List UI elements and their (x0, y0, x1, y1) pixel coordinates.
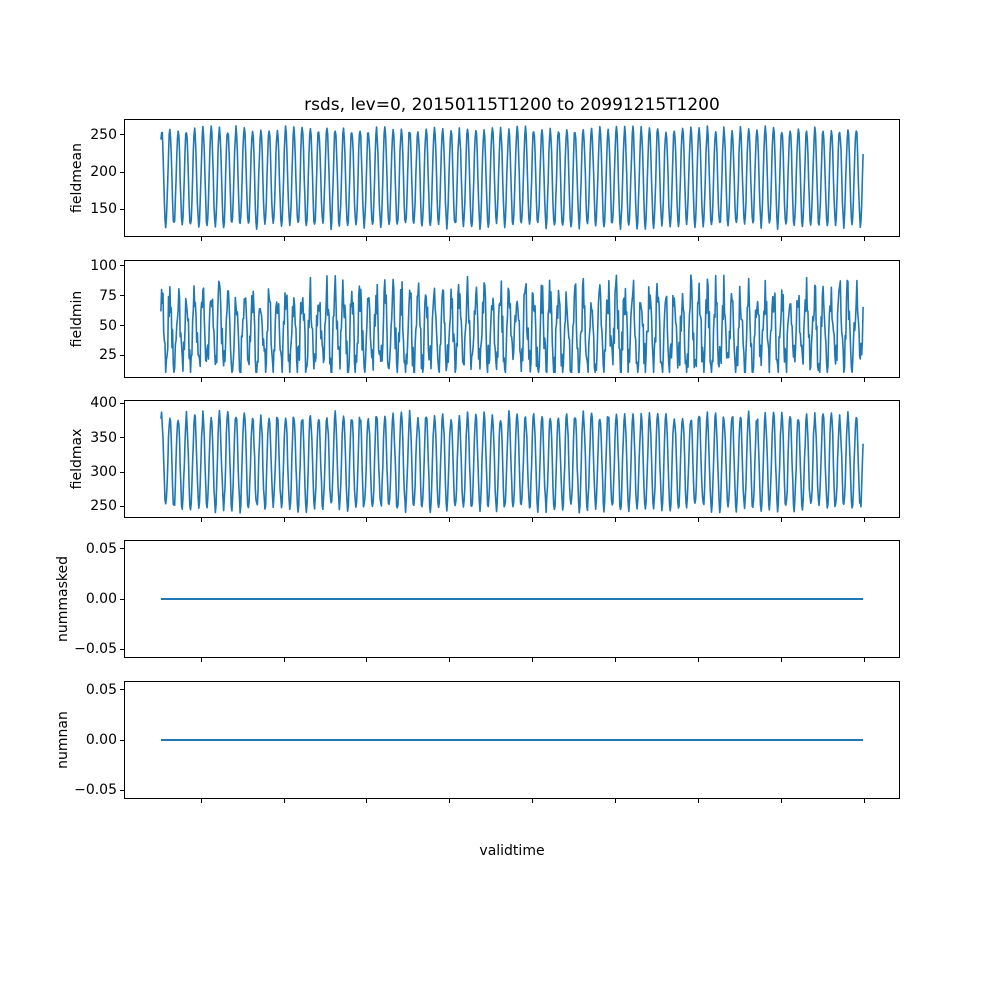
y-tick-mark (120, 265, 124, 267)
series-line-fieldmin (160, 274, 864, 374)
x-tick-mark (532, 658, 534, 662)
axes-nummasked (124, 540, 900, 658)
x-tick-mark (283, 658, 285, 662)
y-tick-label: 0.05 (85, 681, 117, 698)
x-tick-mark (532, 237, 534, 241)
x-tick-mark (780, 799, 782, 803)
x-tick-mark (615, 518, 617, 522)
x-tick-mark (863, 237, 865, 241)
x-tick-mark (532, 799, 534, 803)
y-tick-mark (120, 171, 124, 173)
plot-area-fieldmax (160, 409, 864, 514)
y-tick-label: 0.00 (85, 591, 117, 607)
x-tick-mark (780, 658, 782, 662)
axes-fieldmean (124, 119, 900, 237)
y-tick-mark (120, 208, 124, 210)
y-tick-label: 350 (90, 429, 117, 446)
x-tick-mark (200, 237, 202, 241)
x-tick-mark (615, 658, 617, 662)
x-tick-mark (283, 237, 285, 241)
x-tick-mark (200, 378, 202, 382)
y-tick-mark (120, 402, 124, 404)
y-tick-label: 250 (90, 498, 117, 515)
figure-title: rsds, lev=0, 20150115T1200 to 20991215T1… (304, 95, 720, 115)
axes-fieldmin (124, 260, 900, 378)
y-tick-mark (120, 598, 124, 600)
x-tick-mark (698, 799, 700, 803)
x-tick-mark (863, 658, 865, 662)
x-tick-mark (615, 799, 617, 803)
series-line-fieldmean (160, 125, 864, 231)
y-tick-label: 250 (90, 126, 117, 143)
y-tick-mark (120, 548, 124, 550)
x-tick-mark (449, 799, 451, 803)
x-tick-mark (698, 518, 700, 522)
y-tick-mark (120, 689, 124, 691)
x-tick-mark (200, 799, 202, 803)
axes-numnan (124, 681, 900, 799)
y-tick-label: 25 (99, 347, 117, 364)
x-tick-mark (366, 237, 368, 241)
y-tick-mark (120, 134, 124, 136)
y-tick-mark (120, 325, 124, 327)
x-tick-mark (200, 518, 202, 522)
plot-area-fieldmin (160, 274, 864, 374)
x-tick-mark (366, 378, 368, 382)
y-tick-mark (120, 789, 124, 791)
x-tick-mark (615, 378, 617, 382)
x-tick-mark (863, 378, 865, 382)
x-tick-mark (283, 378, 285, 382)
x-tick-mark (283, 799, 285, 803)
x-tick-mark (366, 799, 368, 803)
y-tick-label: 0.00 (85, 732, 117, 748)
x-tick-mark (366, 658, 368, 662)
x-tick-mark (863, 518, 865, 522)
y-tick-mark (120, 295, 124, 297)
axes-fieldmax (124, 400, 900, 518)
y-tick-label: 150 (90, 201, 117, 218)
y-tick-label: 50 (99, 317, 117, 334)
y-tick-mark (120, 505, 124, 507)
y-tick-mark (120, 739, 124, 741)
y-tick-label: 0.05 (85, 540, 117, 557)
x-tick-mark (449, 237, 451, 241)
y-tick-label: 300 (90, 464, 117, 481)
x-tick-mark (449, 378, 451, 382)
y-tick-label: 75 (99, 287, 117, 304)
y-tick-label: 100 (90, 257, 117, 274)
x-tick-mark (863, 799, 865, 803)
y-tick-mark (120, 437, 124, 439)
plot-area-fieldmean (160, 125, 864, 231)
y-tick-mark (120, 648, 124, 650)
x-tick-mark (780, 237, 782, 241)
x-tick-mark (449, 658, 451, 662)
x-tick-mark (615, 237, 617, 241)
x-tick-mark (780, 378, 782, 382)
x-tick-mark (698, 658, 700, 662)
x-tick-mark (200, 658, 202, 662)
y-tick-label: −0.05 (74, 641, 117, 658)
y-tick-label: −0.05 (74, 782, 117, 799)
series-line-fieldmax (160, 409, 864, 514)
x-tick-mark (532, 518, 534, 522)
y-tick-mark (120, 354, 124, 356)
x-axis-label: validtime (479, 843, 545, 859)
x-tick-mark (780, 518, 782, 522)
x-tick-mark (698, 378, 700, 382)
y-tick-label: 400 (90, 395, 117, 412)
x-tick-mark (532, 378, 534, 382)
x-tick-mark (283, 518, 285, 522)
x-tick-mark (449, 518, 451, 522)
plot-area-nummasked (160, 598, 864, 600)
plot-area-numnan (160, 739, 864, 741)
x-tick-mark (366, 518, 368, 522)
y-tick-mark (120, 471, 124, 473)
y-tick-label: 200 (90, 164, 117, 181)
x-tick-mark (698, 237, 700, 241)
